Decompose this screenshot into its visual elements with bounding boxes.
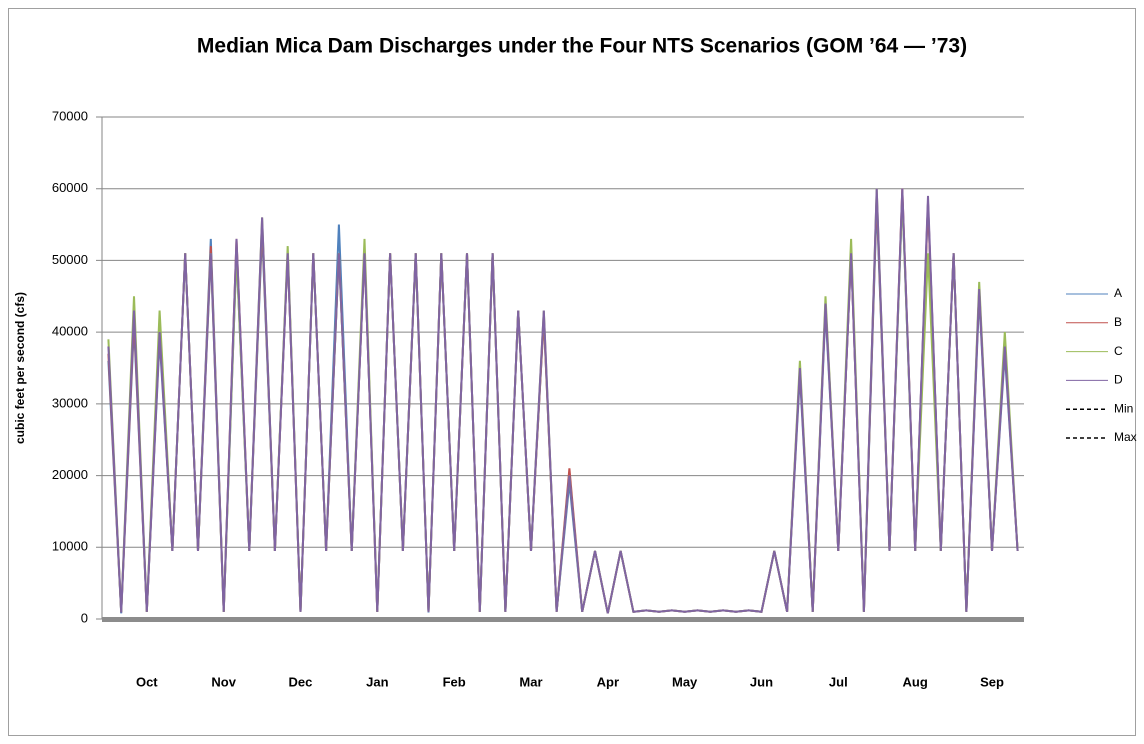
legend-label: C <box>1114 344 1123 358</box>
x-tick-label: Mar <box>519 674 542 689</box>
x-axis <box>102 617 1024 622</box>
x-tick-label: Jun <box>750 674 773 689</box>
x-tick-label: Oct <box>136 674 158 689</box>
y-tick-label: 30000 <box>52 395 88 410</box>
x-tick-label: Jul <box>829 674 848 689</box>
y-tick-label: 60000 <box>52 180 88 195</box>
chart-title: Median Mica Dam Discharges under the Fou… <box>197 35 967 58</box>
legend-label: D <box>1114 373 1123 387</box>
y-tick-label: 0 <box>81 610 88 625</box>
y-tick-label: 20000 <box>52 467 88 482</box>
legend-label: Min <box>1114 401 1133 415</box>
chart-border <box>8 8 1136 736</box>
x-tick-label: Feb <box>443 674 466 689</box>
y-tick-label: 40000 <box>52 324 88 339</box>
y-tick-label: 10000 <box>52 539 88 554</box>
y-axis-label: cubic feet per second (cfs) <box>13 292 27 444</box>
series-line <box>107 188 1019 614</box>
y-tick-label: 70000 <box>52 108 88 123</box>
legend-label: B <box>1114 315 1122 329</box>
y-tick-label: 50000 <box>52 252 88 267</box>
x-tick-label: Sep <box>980 674 1004 689</box>
x-tick-label: May <box>672 674 698 689</box>
legend-label: A <box>1114 286 1122 300</box>
x-tick-label: Jan <box>366 674 388 689</box>
x-tick-label: Aug <box>903 674 928 689</box>
legend-label: Max <box>1114 430 1137 444</box>
x-tick-label: Dec <box>289 674 313 689</box>
x-tick-label: Apr <box>597 674 619 689</box>
x-tick-label: Nov <box>211 674 236 689</box>
